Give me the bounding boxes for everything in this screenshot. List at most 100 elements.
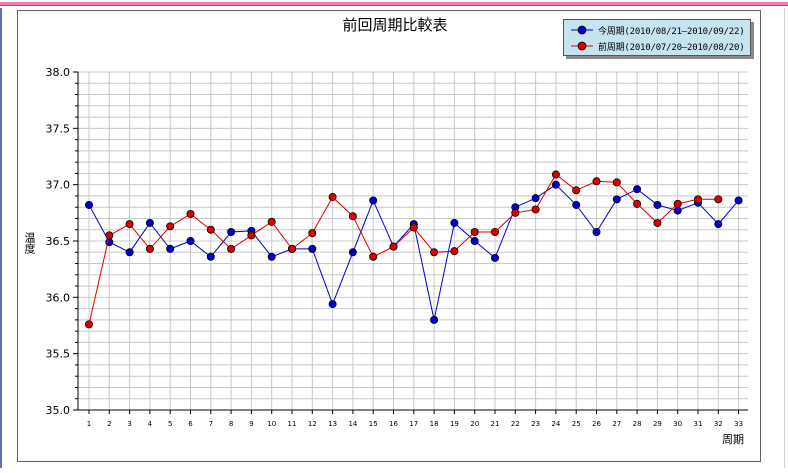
y-tick-label: 37.5 [46,122,71,135]
x-tick-label: 20 [470,420,479,428]
data-point [145,218,154,227]
data-point [551,170,560,179]
data-point [328,300,337,309]
x-tick-label: 27 [612,420,621,428]
data-point [612,195,621,204]
x-tick-label: 17 [409,420,418,428]
legend-marker-current [571,25,593,35]
data-point [369,252,378,261]
data-point [308,244,317,253]
data-point [572,200,581,209]
y-axis-title: 温度 [23,232,36,254]
data-point [490,227,499,236]
data-point [673,206,682,215]
chart-title: 前回周期比較表 [342,16,448,34]
data-point [673,199,682,208]
legend-marker-previous [571,41,593,51]
data-point [714,220,723,229]
data-point [633,199,642,208]
data-point [450,218,459,227]
top-accent-stripe [0,2,788,5]
data-point [186,209,195,218]
x-tick-label: 26 [592,420,601,428]
data-point [531,194,540,203]
axes: 35.035.536.036.537.037.538.01 2 3 4 5 6 7 8 9 10 1… [46,66,748,428]
data-point [592,177,601,186]
right-border [784,8,785,468]
legend-label-previous: 前周期(2010/07/20—2010/08/20) [598,43,745,53]
x-tick-label: 2 [107,420,111,428]
x-tick-label: 13 [328,420,337,428]
data-point [227,244,236,253]
x-tick-label: 22 [511,420,520,428]
data-point [85,320,94,329]
data-point [369,196,378,205]
x-tick-label: 11 [288,420,297,428]
y-tick-label: 37.0 [46,179,71,192]
data-point [389,242,398,251]
x-tick-label: 30 [673,420,682,428]
data-point [470,236,479,245]
x-tick-label: 29 [653,420,662,428]
x-tick-label: 6 [188,420,193,428]
y-tick-label: 35.5 [46,348,71,361]
x-tick-label: 28 [633,420,642,428]
y-tick-label: 38.0 [46,66,71,79]
y-tick-label: 36.0 [46,291,71,304]
data-point [186,236,195,245]
data-point [105,231,114,240]
data-point [247,231,256,240]
data-point [531,205,540,214]
x-tick-label: 31 [694,420,703,428]
data-point [125,248,134,257]
data-point [430,315,439,324]
data-point [166,244,175,253]
data-point [714,195,723,204]
x-tick-label: 32 [714,420,723,428]
data-point [633,185,642,194]
data-point [572,186,581,195]
x-tick-label: 21 [491,420,500,428]
left-border [0,8,2,468]
x-tick-label: 19 [450,420,459,428]
data-point [206,225,215,234]
x-tick-label: 8 [229,420,233,428]
x-tick-label: 33 [734,420,743,428]
legend-item-current: 今周期(2010/08/21—2010/09/22) [570,23,750,38]
data-point [450,247,459,256]
x-tick-label: 10 [267,420,276,428]
legend-label-current: 今周期(2010/08/21—2010/09/22) [598,27,745,37]
data-point [348,248,357,257]
data-point [308,229,317,238]
series-previous [85,170,723,329]
x-tick-label: 7 [209,420,213,428]
grid-lines [78,71,748,411]
data-point [328,193,337,202]
data-point [409,223,418,232]
x-tick-label: 16 [389,420,398,428]
data-point [734,196,743,205]
data-point [267,252,276,261]
data-point [287,244,296,253]
data-point [267,217,276,226]
x-tick-label: 24 [551,420,560,428]
data-point [145,244,154,253]
data-point [348,212,357,221]
x-tick-label: 12 [308,420,317,428]
top-accent-line [0,5,788,6]
data-point [694,195,703,204]
data-point [430,248,439,257]
x-tick-label: 4 [148,420,153,428]
data-point [166,222,175,231]
x-tick-label: 18 [430,420,439,428]
chart-legend: 今周期(2010/08/21—2010/09/22) 前周期(2010/07/2… [563,19,751,56]
x-tick-label: 15 [369,420,378,428]
data-point [653,200,662,209]
x-tick-label: 25 [572,420,581,428]
data-point [490,253,499,262]
x-tick-label: 14 [348,420,357,428]
top-accent-bar [0,0,788,7]
x-tick-label: 1 [87,420,91,428]
data-point [612,178,621,187]
